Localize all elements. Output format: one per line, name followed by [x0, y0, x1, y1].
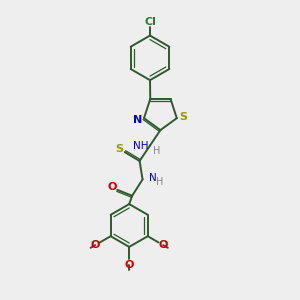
Text: S: S: [179, 112, 187, 122]
Text: N: N: [149, 173, 157, 183]
Text: NH: NH: [133, 141, 148, 151]
Text: O: O: [124, 260, 134, 270]
Text: O: O: [91, 240, 100, 250]
Text: Cl: Cl: [144, 17, 156, 27]
Text: H: H: [156, 177, 163, 188]
Text: S: S: [116, 144, 123, 154]
Text: N: N: [134, 115, 143, 125]
Text: O: O: [158, 240, 168, 250]
Text: O: O: [107, 182, 117, 192]
Text: H: H: [153, 146, 160, 156]
